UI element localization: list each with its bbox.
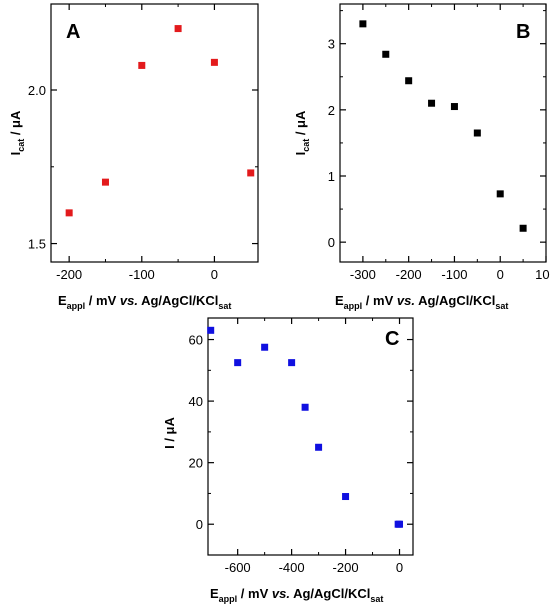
x-label-subscript: appl [219, 594, 238, 604]
panel-c: -600 -400 -200 0 0 20 40 60 C Eappl / mV vs. Ag/A… [162, 317, 414, 604]
x-tick-label: -200 [56, 267, 82, 282]
y-axis-label: Icat / μA [293, 110, 311, 155]
y-label-symbol: I [162, 445, 177, 449]
y-label-units: / μA [293, 110, 308, 139]
data-point [342, 493, 350, 501]
y-tick-label: 2 [328, 103, 335, 118]
data-point [450, 103, 458, 111]
x-tick-label: -100 [129, 267, 155, 282]
data-point [288, 359, 296, 367]
data-point [301, 403, 309, 411]
x-tick-label: 0 [497, 267, 504, 282]
x-label-vs: vs. [397, 293, 415, 308]
x-label-symbol: E [335, 293, 344, 308]
y-tick-label: 0 [328, 235, 335, 250]
x-tick-label: -200 [396, 267, 422, 282]
x-tick-label: -200 [333, 560, 359, 575]
x-label-reference: Ag/AgCl/KCl [138, 293, 218, 308]
x-label-symbol: E [210, 586, 219, 601]
x-label-vs: vs. [272, 586, 290, 601]
x-axis-label: Eappl / mV vs. Ag/AgCl/KClsat [210, 586, 383, 604]
x-tick-label: -100 [441, 267, 467, 282]
panel-letter: A [66, 21, 80, 43]
data-point [174, 25, 182, 33]
x-label-units: / mV [362, 293, 397, 308]
y-tick-label: 3 [328, 37, 335, 52]
y-axis-label: I / μA [162, 416, 177, 448]
y-tick-label: 1.5 [28, 237, 46, 252]
data-point [65, 209, 73, 217]
data-point [138, 61, 146, 69]
x-label-reference: Ag/AgCl/KCl [415, 293, 495, 308]
data-point [315, 443, 323, 451]
data-point [247, 169, 255, 177]
x-label-vs: vs. [120, 293, 138, 308]
data-point [207, 326, 215, 334]
x-label-units: / mV [237, 586, 272, 601]
x-label-symbol: E [58, 293, 67, 308]
data-point [396, 520, 404, 528]
y-label-subscript: cat [301, 139, 311, 152]
y-label-units: / μA [162, 416, 177, 445]
x-label-subscript-sat: sat [495, 301, 508, 311]
x-tick-label: -600 [225, 560, 251, 575]
data-point [405, 77, 413, 85]
panel-letter: C [385, 328, 399, 350]
data-point [496, 190, 504, 198]
y-label-symbol: I [8, 152, 23, 156]
y-tick-label: 1 [328, 169, 335, 184]
data-point [210, 58, 218, 66]
x-label-subscript: appl [344, 301, 363, 311]
x-label-subscript: appl [67, 301, 86, 311]
y-tick-label: 0 [196, 517, 203, 532]
plot-frame [50, 3, 259, 263]
panel-letter: B [516, 21, 530, 43]
x-tick-label: 100 [535, 267, 550, 282]
data-point [261, 343, 269, 351]
x-label-reference: Ag/AgCl/KCl [290, 586, 370, 601]
x-label-subscript-sat: sat [218, 301, 231, 311]
x-tick-label: 0 [211, 267, 218, 282]
x-tick-label: -400 [279, 560, 305, 575]
y-tick-label: 40 [189, 394, 203, 409]
data-point [359, 20, 367, 28]
y-label-symbol: I [293, 152, 308, 156]
data-point [519, 224, 527, 232]
data-point [473, 129, 481, 137]
panel-b: -300 -200 -100 0 100 0 1 2 3 B Eappl / mV vs. Ag/A… [293, 3, 550, 311]
plot-frame [339, 3, 547, 263]
x-tick-label: -300 [350, 267, 376, 282]
data-point [428, 99, 436, 107]
plot-frame [207, 317, 414, 556]
y-label-units: / μA [8, 110, 23, 139]
x-label-units: / mV [85, 293, 120, 308]
data-point [382, 50, 390, 58]
x-tick-label: 0 [396, 560, 403, 575]
x-axis-label: Eappl / mV vs. Ag/AgCl/KClsat [58, 293, 231, 311]
y-tick-label: 20 [189, 456, 203, 471]
panel-a: -200 -100 0 1.5 2.0 A Eappl / mV vs. Ag/AgCl/K… [8, 3, 259, 311]
y-tick-label: 2.0 [28, 83, 46, 98]
y-tick-label: 60 [189, 333, 203, 348]
y-label-subscript: cat [16, 139, 26, 152]
y-axis-label: Icat / μA [8, 110, 26, 155]
data-point [234, 359, 242, 367]
x-axis-label: Eappl / mV vs. Ag/AgCl/KClsat [335, 293, 508, 311]
data-point [101, 178, 109, 186]
x-label-subscript-sat: sat [370, 594, 383, 604]
